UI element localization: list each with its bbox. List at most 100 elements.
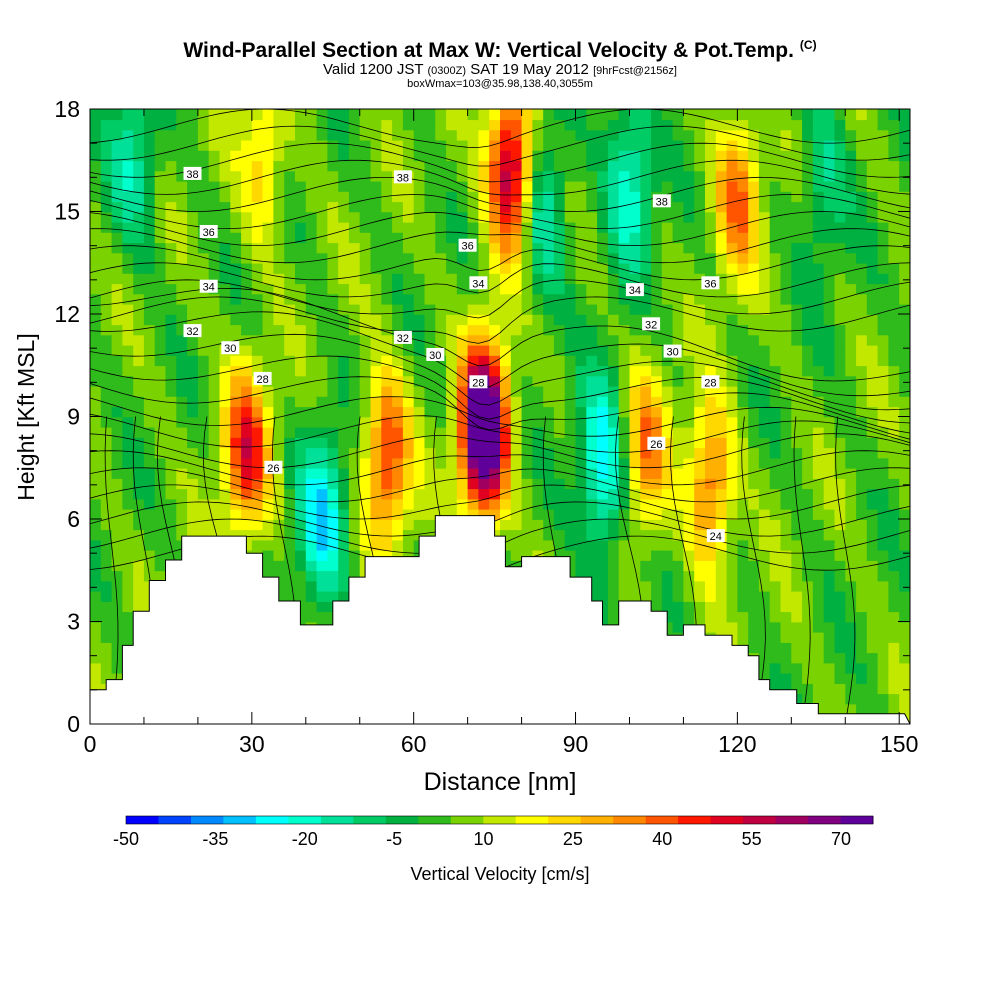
- velocity-cell: [262, 529, 275, 541]
- velocity-cell: [629, 150, 642, 162]
- velocity-cell: [241, 467, 253, 479]
- velocity-cell: [273, 365, 285, 377]
- velocity-cell: [467, 139, 480, 151]
- velocity-cell: [845, 160, 857, 172]
- velocity-cell: [154, 293, 167, 305]
- velocity-cell: [877, 560, 890, 572]
- velocity-cell: [899, 580, 910, 592]
- velocity-cell: [672, 508, 685, 520]
- velocity-cell: [435, 160, 447, 172]
- velocity-cell: [359, 293, 372, 305]
- velocity-cell: [532, 365, 544, 377]
- velocity-cell: [532, 478, 544, 490]
- velocity-cell: [877, 621, 890, 633]
- velocity-cell: [165, 139, 178, 151]
- svg-text:28: 28: [704, 377, 716, 389]
- velocity-cell: [381, 437, 393, 449]
- velocity-cell: [866, 283, 879, 295]
- velocity-cell: [230, 262, 242, 274]
- velocity-cell: [197, 293, 210, 305]
- theta-contour: [104, 416, 119, 724]
- velocity-cell: [435, 385, 447, 397]
- velocity-cell: [726, 303, 739, 315]
- velocity-cell: [197, 488, 210, 500]
- velocity-cell: [478, 170, 490, 182]
- velocity-cell: [597, 160, 609, 172]
- velocity-cell: [575, 129, 588, 141]
- velocity-cell: [737, 611, 749, 623]
- velocity-cell: [758, 334, 771, 346]
- velocity-cell: [262, 426, 275, 438]
- velocity-cell: [208, 447, 221, 459]
- velocity-cell: [111, 314, 124, 326]
- velocity-cell: [694, 560, 706, 572]
- velocity-cell: [467, 150, 480, 162]
- velocity-cell: [90, 129, 102, 141]
- velocity-cell: [899, 498, 910, 510]
- velocity-cell: [780, 652, 793, 664]
- velocity-cell: [543, 293, 555, 305]
- velocity-cell: [737, 498, 749, 510]
- colorbar-swatch: [678, 816, 712, 824]
- colorbar-swatch: [515, 816, 549, 824]
- velocity-cell: [154, 447, 167, 459]
- velocity-cell: [122, 293, 134, 305]
- velocity-cell: [521, 416, 534, 428]
- theta-contour: [90, 193, 910, 230]
- velocity-cell: [877, 447, 890, 459]
- velocity-cell: [769, 180, 782, 192]
- velocity-cell: [295, 119, 307, 131]
- velocity-cell: [845, 221, 857, 233]
- velocity-cell: [521, 293, 534, 305]
- velocity-cell: [219, 160, 232, 172]
- velocity-cell: [802, 211, 814, 223]
- velocity-cell: [133, 344, 145, 356]
- velocity-cell: [165, 211, 178, 223]
- velocity-cell: [812, 150, 825, 162]
- velocity-cell: [553, 201, 566, 213]
- velocity-cell: [327, 221, 339, 233]
- velocity-cell: [489, 139, 501, 151]
- velocity-cell: [489, 324, 501, 336]
- velocity-cell: [802, 273, 814, 285]
- colorbar-swatch: [353, 816, 387, 824]
- velocity-cell: [467, 467, 480, 479]
- velocity-cell: [823, 631, 836, 643]
- velocity-cell: [629, 273, 642, 285]
- velocity-cell: [327, 365, 339, 377]
- velocity-cell: [100, 672, 113, 684]
- velocity-cell: [856, 652, 868, 664]
- velocity-cell: [856, 529, 868, 541]
- velocity-cell: [176, 416, 188, 428]
- velocity-cell: [866, 242, 879, 254]
- velocity-cell: [802, 170, 814, 182]
- velocity-cell: [154, 303, 167, 315]
- velocity-cell: [791, 150, 803, 162]
- velocity-cell: [381, 385, 393, 397]
- velocity-cell: [705, 396, 717, 408]
- velocity-cell: [812, 232, 825, 244]
- velocity-cell: [791, 283, 803, 295]
- velocity-cell: [413, 324, 426, 336]
- velocity-cell: [402, 119, 415, 131]
- velocity-cell: [327, 129, 339, 141]
- velocity-cell: [143, 129, 156, 141]
- velocity-cell: [845, 293, 857, 305]
- velocity-cell: [553, 129, 566, 141]
- velocity-cell: [305, 293, 318, 305]
- velocity-cell: [597, 150, 609, 162]
- velocity-cell: [586, 375, 598, 387]
- velocity-cell: [251, 344, 264, 356]
- velocity-cell: [111, 580, 124, 592]
- velocity-cell: [640, 529, 652, 541]
- velocity-cell: [165, 467, 178, 479]
- velocity-cell: [899, 416, 910, 428]
- velocity-cell: [597, 211, 609, 223]
- velocity-cell: [413, 385, 426, 397]
- velocity-cell: [758, 447, 771, 459]
- velocity-cell: [899, 273, 910, 285]
- velocity-cell: [208, 334, 221, 346]
- velocity-cell: [726, 539, 739, 551]
- velocity-cell: [823, 293, 836, 305]
- velocity-cell: [133, 201, 145, 213]
